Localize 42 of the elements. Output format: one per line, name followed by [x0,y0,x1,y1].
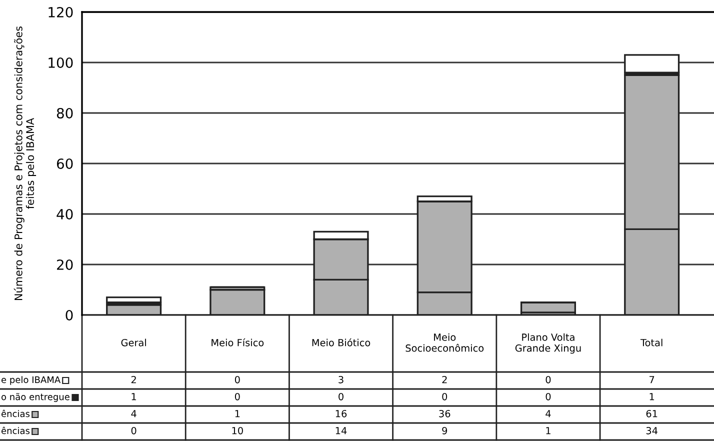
data-label: 1 [132,393,136,400]
x-tick-label: Plano Volta Grande Xingu [515,333,581,354]
data-label: 1 [235,410,240,418]
x-tick-label: Meio Socioeconômico [406,333,484,352]
data-label: 61 [646,410,658,418]
data-label: 10 [232,426,243,434]
legend-label: ências [2,410,30,418]
data-label: 36 [439,410,450,418]
data-label: 0 [546,392,551,400]
data-label: 1 [546,427,550,434]
data-label: 4 [131,410,136,418]
data-label: 7 [650,376,654,384]
data-label: 0 [338,392,344,400]
data-label: 2 [131,376,136,384]
y-tick-label: 60 [56,158,73,169]
data-label: 9 [442,426,448,434]
x-tick-label: Meio Físico [212,338,264,346]
data-label: 0 [234,376,240,384]
data-label: 0 [131,426,136,434]
legend-label: ências [2,426,30,434]
x-tick-label: Geral [121,338,146,346]
data-label: 14 [336,427,347,434]
data-label: 0 [234,392,240,400]
y-tick-label: 0 [66,310,73,320]
y-axis-title: Número de Programas e Projetos com considerações feitas pelo IBAMA [14,26,36,300]
data-label: 0 [442,392,448,400]
data-label: 1 [650,393,654,400]
data-label: 16 [336,410,347,418]
data-label: 2 [442,376,447,384]
y-tick-label: 100 [48,57,73,68]
legend-label: e pelo IBAMA [2,376,61,385]
data-label: 3 [338,376,344,384]
x-tick-label: Meio Biótico [312,338,370,346]
data-label: 0 [546,376,551,384]
y-tick-label: 20 [57,259,73,270]
x-tick-label: Total [640,338,662,346]
y-tick-label: 80 [56,108,73,118]
y-tick-label: 120 [48,6,73,18]
data-label: 34 [646,426,658,434]
legend-label: o não entregue [2,393,70,402]
data-label: 4 [546,410,551,418]
y-tick-label: 40 [56,208,73,220]
